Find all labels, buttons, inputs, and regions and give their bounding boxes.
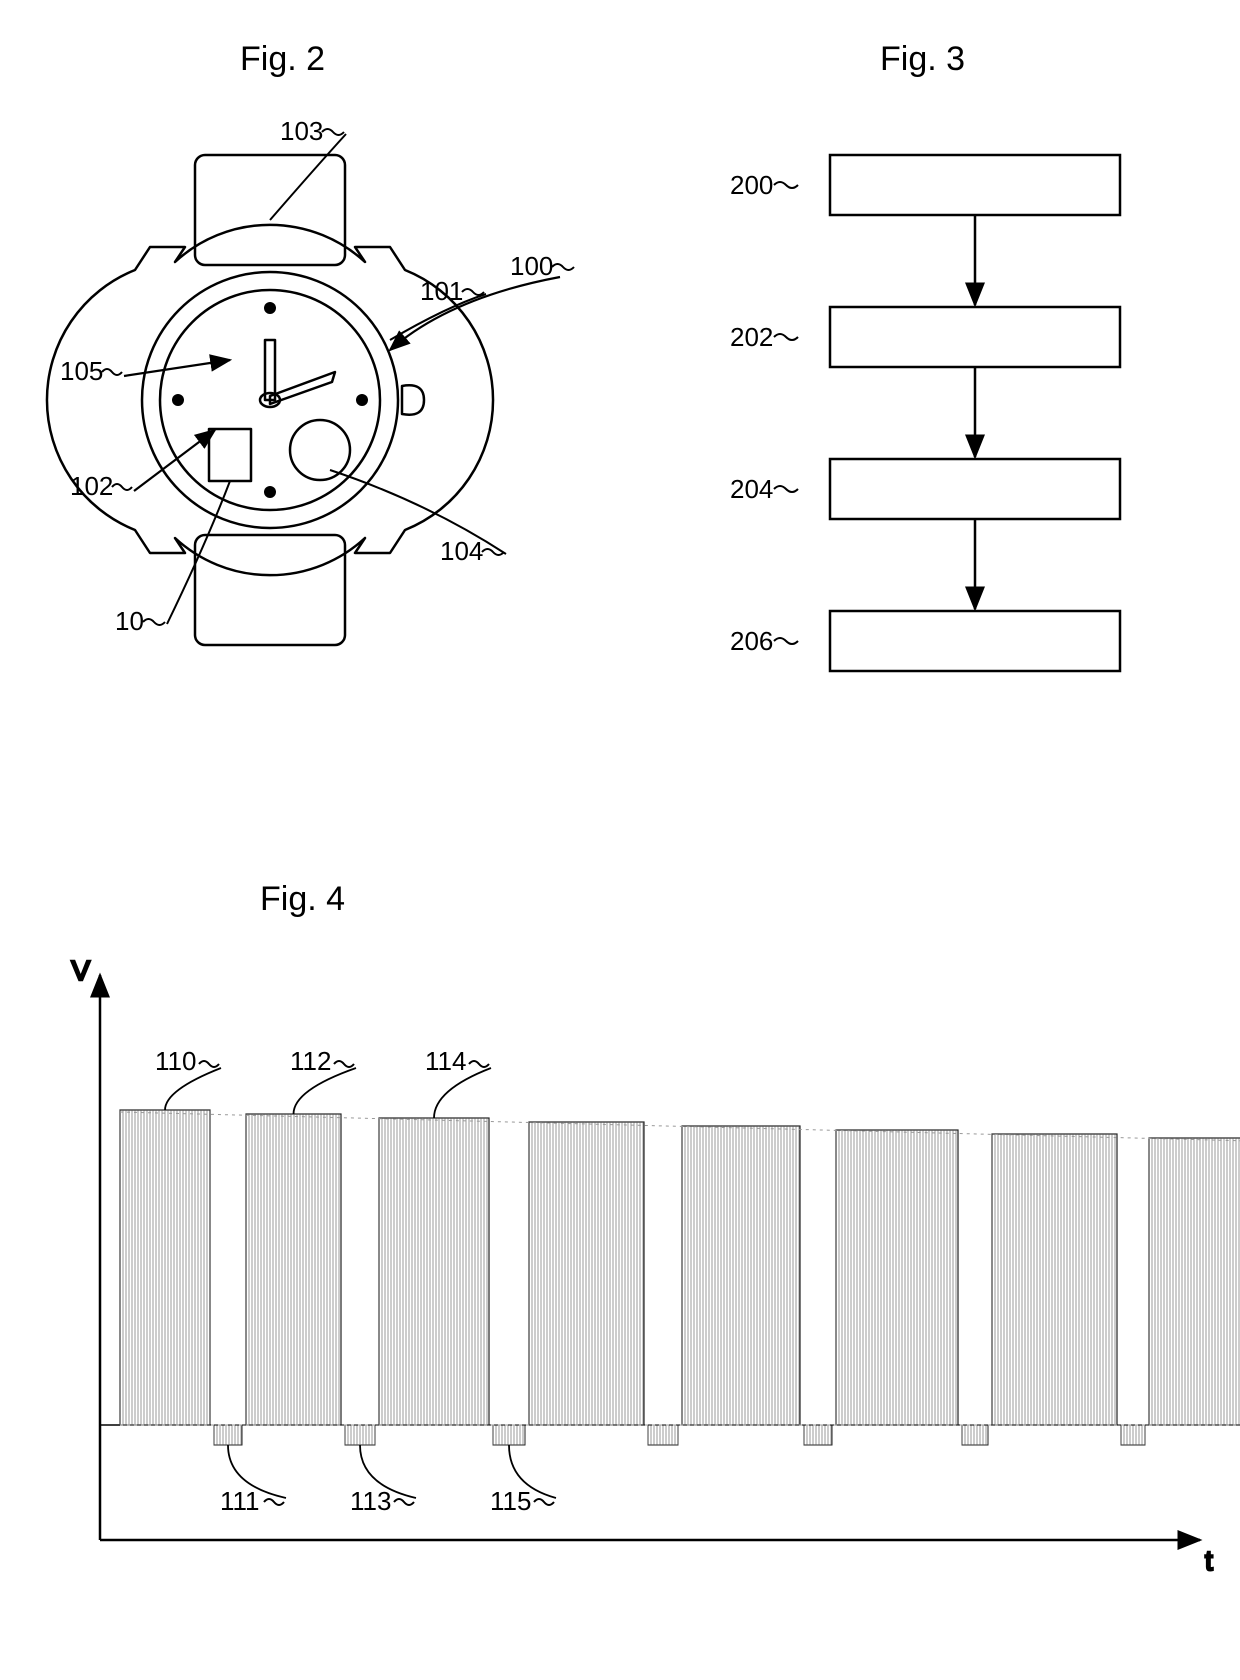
flow-step-202: 202 xyxy=(730,322,773,352)
fig2-reference-labels: 103 100 101 105 102 104 10 xyxy=(60,116,574,636)
fig3-title: Fig. 3 xyxy=(880,40,965,78)
x-axis-label: t xyxy=(1205,1545,1213,1576)
patent-figures: Fig. 2 10310010110510210410 Fig. 3 20020… xyxy=(0,0,1240,1680)
fig2-title: Fig. 2 xyxy=(240,40,325,78)
ref-113: 113 xyxy=(350,1486,391,1516)
ref-111: 111 xyxy=(220,1486,260,1516)
fig3-reference-labels: 200 202 204 206 xyxy=(730,170,830,656)
ref-112: 112 xyxy=(290,1046,331,1076)
ref-104: 104 xyxy=(440,536,483,566)
ref-10: 10 xyxy=(115,606,144,636)
fig4-axes: Vt xyxy=(71,955,1213,1576)
fig4-title: Fig. 4 xyxy=(260,880,345,918)
ref-110: 110 xyxy=(155,1046,196,1076)
fig4-waveform xyxy=(100,1110,1240,1445)
ref-100: 100 xyxy=(510,251,553,281)
ref-102: 102 xyxy=(70,471,113,501)
flow-step-200: 200 xyxy=(730,170,773,200)
ref-114: 114 xyxy=(425,1046,466,1076)
y-axis-label: V xyxy=(71,955,90,986)
ref-103: 103 xyxy=(280,116,323,146)
flow-step-204: 204 xyxy=(730,474,773,504)
fig3-flowchart xyxy=(830,155,1120,671)
ref-101: 101 xyxy=(420,276,463,306)
ref-115: 115 xyxy=(490,1486,531,1516)
flow-step-206: 206 xyxy=(730,626,773,656)
fig2-watch xyxy=(47,155,493,645)
ref-105: 105 xyxy=(60,356,103,386)
